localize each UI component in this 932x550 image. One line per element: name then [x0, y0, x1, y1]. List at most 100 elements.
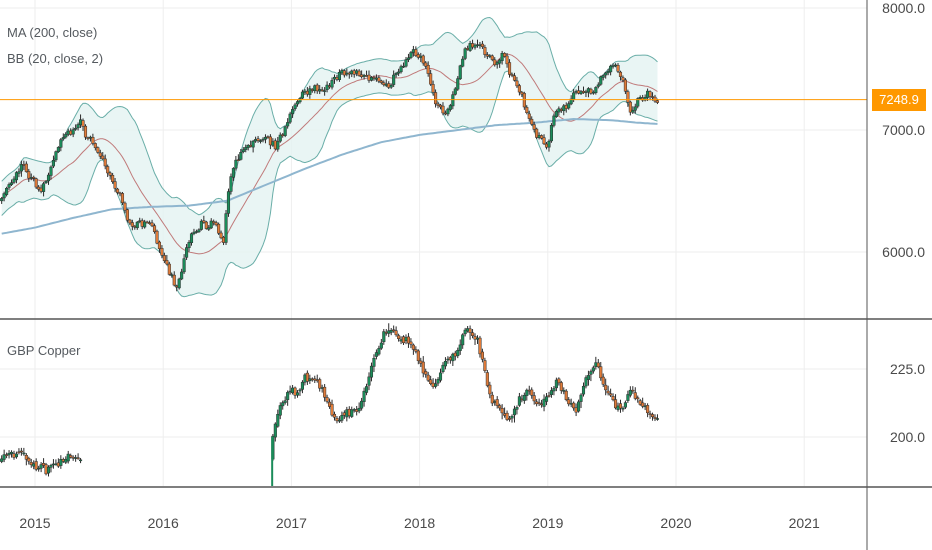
p2-candle-102 — [441, 364, 445, 372]
p1-candle-157 — [387, 83, 391, 88]
p2-candle-28 — [69, 455, 73, 458]
p1-candle-12 — [29, 177, 33, 179]
p1-candle-209 — [515, 80, 519, 87]
p2-candle-41 — [291, 387, 295, 394]
p1-candle-127 — [313, 85, 317, 92]
p2-candle-60 — [337, 419, 341, 422]
p1-candle-98 — [241, 149, 245, 153]
p2-candle-84 — [397, 335, 401, 339]
p1-candle-13 — [32, 176, 36, 179]
p2-candle-7 — [17, 451, 21, 454]
p2-candle-128 — [505, 412, 509, 420]
p1-candle-225 — [554, 111, 558, 117]
p2-candle-45 — [300, 381, 304, 390]
p1-candle-258 — [636, 98, 640, 107]
p2-candle-90 — [411, 344, 415, 350]
p1-candle-100 — [246, 144, 250, 148]
p1-candle-110 — [271, 141, 275, 146]
p1-candle-109 — [268, 136, 272, 146]
p1-candle-49 — [120, 193, 125, 203]
p1-candle-232 — [572, 92, 576, 100]
p2-candle-109 — [458, 344, 462, 351]
p2-candle-67 — [355, 409, 359, 412]
p2-candle-52 — [318, 379, 322, 389]
p2-candle-99 — [434, 383, 438, 387]
p1-candle-181 — [446, 108, 450, 115]
x-tick-2017: 2017 — [276, 515, 307, 531]
p1-candle-9 — [22, 164, 26, 166]
p2-candle-6 — [14, 453, 19, 458]
p2-candle-179 — [631, 389, 635, 392]
p2-candle-10 — [24, 454, 28, 460]
p1-candle-20 — [49, 166, 53, 176]
p1-candle-74 — [182, 258, 186, 273]
p2-candle-187 — [650, 414, 655, 418]
last-price-tag: 7248.9 — [872, 88, 926, 111]
p2-candle-69 — [360, 400, 364, 409]
p1-candle-255 — [628, 101, 632, 113]
p1-candle-163 — [401, 65, 406, 68]
p2-candle-155 — [572, 402, 576, 409]
p2-candle-62 — [342, 412, 346, 416]
p1-candle-1 — [2, 193, 6, 199]
p1-candle-259 — [638, 96, 642, 99]
p2-candle-186 — [648, 413, 652, 415]
indicator-ma-label[interactable]: MA (200, close) — [7, 25, 98, 40]
p2-candle-124 — [495, 399, 499, 406]
p1-candle-91 — [224, 213, 228, 243]
p1-candle-240 — [591, 91, 595, 94]
p1-candle-235 — [579, 91, 583, 94]
p1-candle-38 — [93, 143, 97, 149]
p1-candle-218 — [537, 135, 541, 138]
pane-title-gbp-copper[interactable]: GBP Copper — [7, 343, 81, 358]
p1-candle-86 — [212, 221, 216, 224]
p2-candle-97 — [429, 379, 433, 384]
indicator-bb-label[interactable]: BB (20, close, 2) — [7, 51, 104, 66]
p2-candle-31 — [76, 457, 80, 459]
p1-candle-118 — [291, 109, 295, 114]
p1-candle-58 — [143, 221, 147, 228]
p1-candle-27 — [66, 130, 70, 135]
p1-candle-125 — [308, 88, 312, 95]
p1-candle-87 — [214, 222, 218, 226]
p2-candle-72 — [367, 376, 371, 386]
p1-candle-30 — [74, 127, 78, 130]
p2-candle-66 — [352, 409, 356, 411]
p2-candle-172 — [613, 399, 618, 409]
p1-candle-47 — [115, 188, 120, 193]
p1-candle-32 — [79, 119, 83, 126]
p1-candle-34 — [83, 125, 88, 138]
p1-candle-103 — [254, 139, 258, 142]
p1-candle-113 — [278, 134, 282, 142]
p2-candle-15 — [37, 467, 41, 470]
p1-candle-26 — [64, 133, 68, 138]
p1-candle-205 — [505, 55, 509, 65]
p1-candle-131 — [323, 90, 327, 92]
p1-candle-0 — [0, 198, 4, 202]
p1-candle-71 — [175, 285, 179, 288]
p1-candle-178 — [438, 104, 443, 108]
p1-candle-18 — [44, 180, 48, 184]
p1-candle-185 — [456, 78, 460, 90]
p1-candle-44 — [108, 172, 112, 176]
p2-candle-94 — [421, 361, 425, 374]
p1-candle-187 — [461, 58, 465, 67]
p1-candle-78 — [192, 231, 196, 234]
p1-candle-169 — [416, 54, 420, 58]
p2-candle-146 — [549, 390, 553, 395]
p1-candle-19 — [46, 174, 51, 182]
p1-candle-99 — [244, 147, 248, 150]
p1-candle-200 — [493, 59, 497, 66]
p1-candle-160 — [394, 73, 398, 76]
p1-candle-61 — [150, 222, 154, 227]
p1-candle-104 — [256, 138, 260, 141]
p1-candle-93 — [229, 176, 233, 192]
p1-candle-136 — [335, 77, 339, 80]
p2-candle-85 — [399, 339, 403, 342]
x-tick-2015: 2015 — [19, 515, 50, 531]
p1-candle-82 — [202, 220, 206, 223]
p1-candle-117 — [288, 113, 292, 123]
p2-candle-125 — [498, 405, 502, 409]
